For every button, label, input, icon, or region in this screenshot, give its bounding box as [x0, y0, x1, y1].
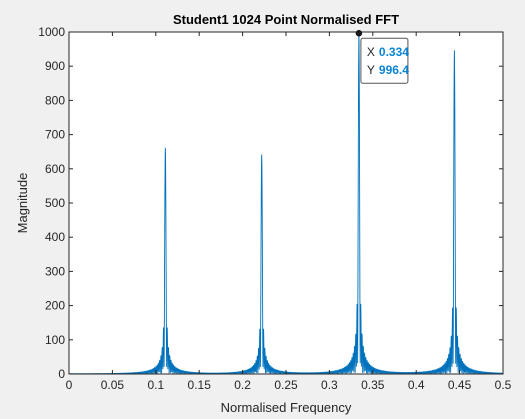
y-axis-label: Magnitude	[15, 173, 30, 234]
x-tick-label: 0.3	[321, 378, 338, 392]
x-tick-label: 0.35	[361, 378, 385, 392]
datatip-x-value: 0.334	[379, 45, 409, 59]
y-tick-label: 700	[45, 128, 65, 142]
datatip-marker[interactable]	[355, 29, 363, 37]
datatip-y-value: 996.4	[379, 63, 409, 77]
x-tick-label: 0.25	[274, 378, 298, 392]
y-tick-label: 100	[45, 333, 65, 347]
x-tick-label: 0.2	[234, 378, 251, 392]
datatip-box[interactable]	[360, 37, 409, 84]
y-tick-label: 500	[45, 196, 65, 210]
x-tick-label: 0.45	[448, 378, 472, 392]
x-tick-label: 0.05	[101, 378, 125, 392]
datatip-x-label: X	[367, 45, 375, 59]
y-tick-label: 600	[45, 162, 65, 176]
y-tick-label: 800	[45, 93, 65, 107]
y-tick-label: 1000	[38, 25, 65, 39]
x-tick-label: 0.5	[495, 378, 512, 392]
y-tick-label: 200	[45, 299, 65, 313]
x-axis-label: Normalised Frequency	[221, 400, 352, 415]
datatip[interactable]: X 0.334 Y 996.4	[360, 37, 409, 84]
chart-title: Student1 1024 Point Normalised FFT	[173, 12, 399, 27]
y-axis-ticks: 0 100 200 300 400 500 600 700 800 900 1000	[38, 25, 503, 381]
x-axis-ticks: 0 0.05 0.1 0.15 0.2 0.25 0.3 0.35 0.4 0.45 0.5	[66, 32, 512, 392]
y-tick-label: 300	[45, 264, 65, 278]
datatip-y-label: Y	[367, 63, 375, 77]
x-tick-label: 0.4	[408, 378, 425, 392]
y-tick-label: 900	[45, 59, 65, 73]
y-tick-label: 400	[45, 230, 65, 244]
x-tick-label: 0.15	[188, 378, 212, 392]
x-tick-label: 0	[66, 378, 73, 392]
plot-area	[69, 32, 503, 374]
y-tick-label: 0	[58, 367, 65, 381]
x-tick-label: 0.1	[147, 378, 164, 392]
